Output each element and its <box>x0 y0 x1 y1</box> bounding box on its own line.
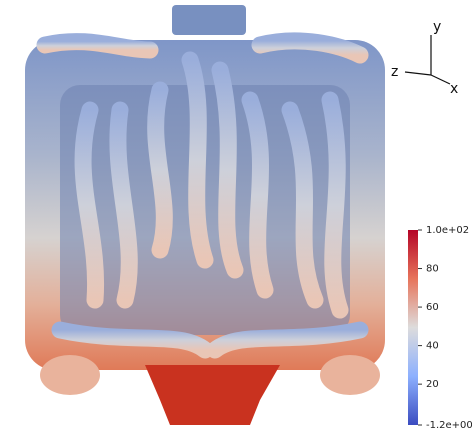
colorbar <box>408 230 418 425</box>
colorbar-tick-label: 1.0e+02 <box>426 225 469 236</box>
axis-y-label: y <box>433 19 441 35</box>
viewport: y z x 1.0e+02 80 60 40 20 -1.2e+00 <box>0 0 472 429</box>
orientation-axes: y z x <box>391 19 458 97</box>
colorbar-tick-label: 80 <box>426 264 439 275</box>
colorbar-tick-label: -1.2e+00 <box>426 420 472 429</box>
axis-x-label: x <box>450 81 458 97</box>
axis-z-label: z <box>391 64 398 80</box>
colorbar-tick-label: 20 <box>426 379 439 390</box>
rendered-geometry <box>25 5 385 425</box>
colorbar-tick-label: 60 <box>426 302 439 313</box>
colorbar-tick-label: 40 <box>426 341 439 352</box>
